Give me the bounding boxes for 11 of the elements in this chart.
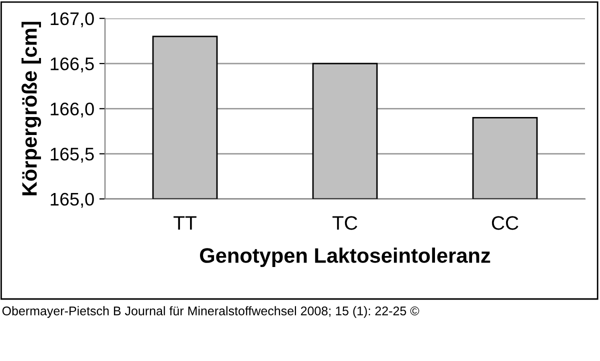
x-tick-label: TC <box>332 216 358 230</box>
y-tick-label: 165,5 <box>50 148 94 163</box>
x-tick-label: CC <box>492 216 518 230</box>
text: Obermayer-Pietsch B Journal für Mineralstoffwechsel 2008; 15 (1): 22-25 © <box>2 306 420 318</box>
x-tick-label: TT <box>174 216 196 230</box>
y-tick-label: 166,5 <box>50 57 94 72</box>
y-axis-title: Körpergröße [cm] <box>22 22 42 196</box>
y-tick-label: 165,0 <box>50 192 94 208</box>
x-axis-title: Genotypen Laktoseintoleranz <box>200 248 490 268</box>
y-tick-label: 167,0 <box>50 12 94 28</box>
y-tick-label: 166,0 <box>50 102 94 118</box>
